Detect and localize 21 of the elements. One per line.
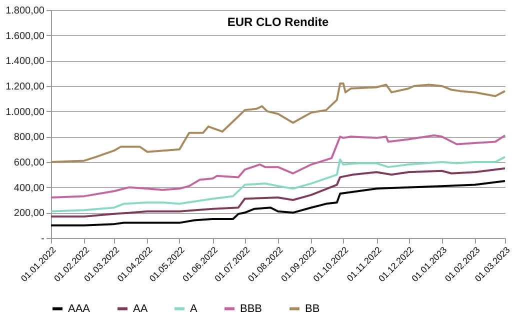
y-tick-label: 200,00	[14, 208, 45, 220]
y-tick-label: -	[41, 234, 44, 244]
line-series	[50, 180, 506, 226]
y-tick-label: 1.600,00	[6, 30, 45, 42]
y-tick-label: 600,00	[14, 158, 45, 168]
y-tick-label: 1.800,00	[6, 6, 45, 16]
legend-label: BBB	[240, 302, 262, 315]
y-tick-label: 1.000,00	[6, 106, 45, 118]
y-tick-label: 1.400,00	[6, 56, 45, 68]
line-series	[50, 156, 506, 212]
legend-label: AA	[133, 302, 148, 315]
chart-title: EUR CLO Rendite	[227, 15, 329, 29]
legend-label: A	[190, 302, 198, 315]
y-tick-label: 400,00	[14, 182, 45, 194]
y-tick-label: 800,00	[14, 132, 45, 144]
line-series	[50, 167, 506, 218]
line-series	[50, 134, 506, 198]
line-series	[50, 82, 506, 163]
legend-label: AAA	[68, 302, 91, 315]
y-tick-label: 1.200,00	[6, 82, 45, 92]
legend-label: BB	[305, 302, 320, 315]
